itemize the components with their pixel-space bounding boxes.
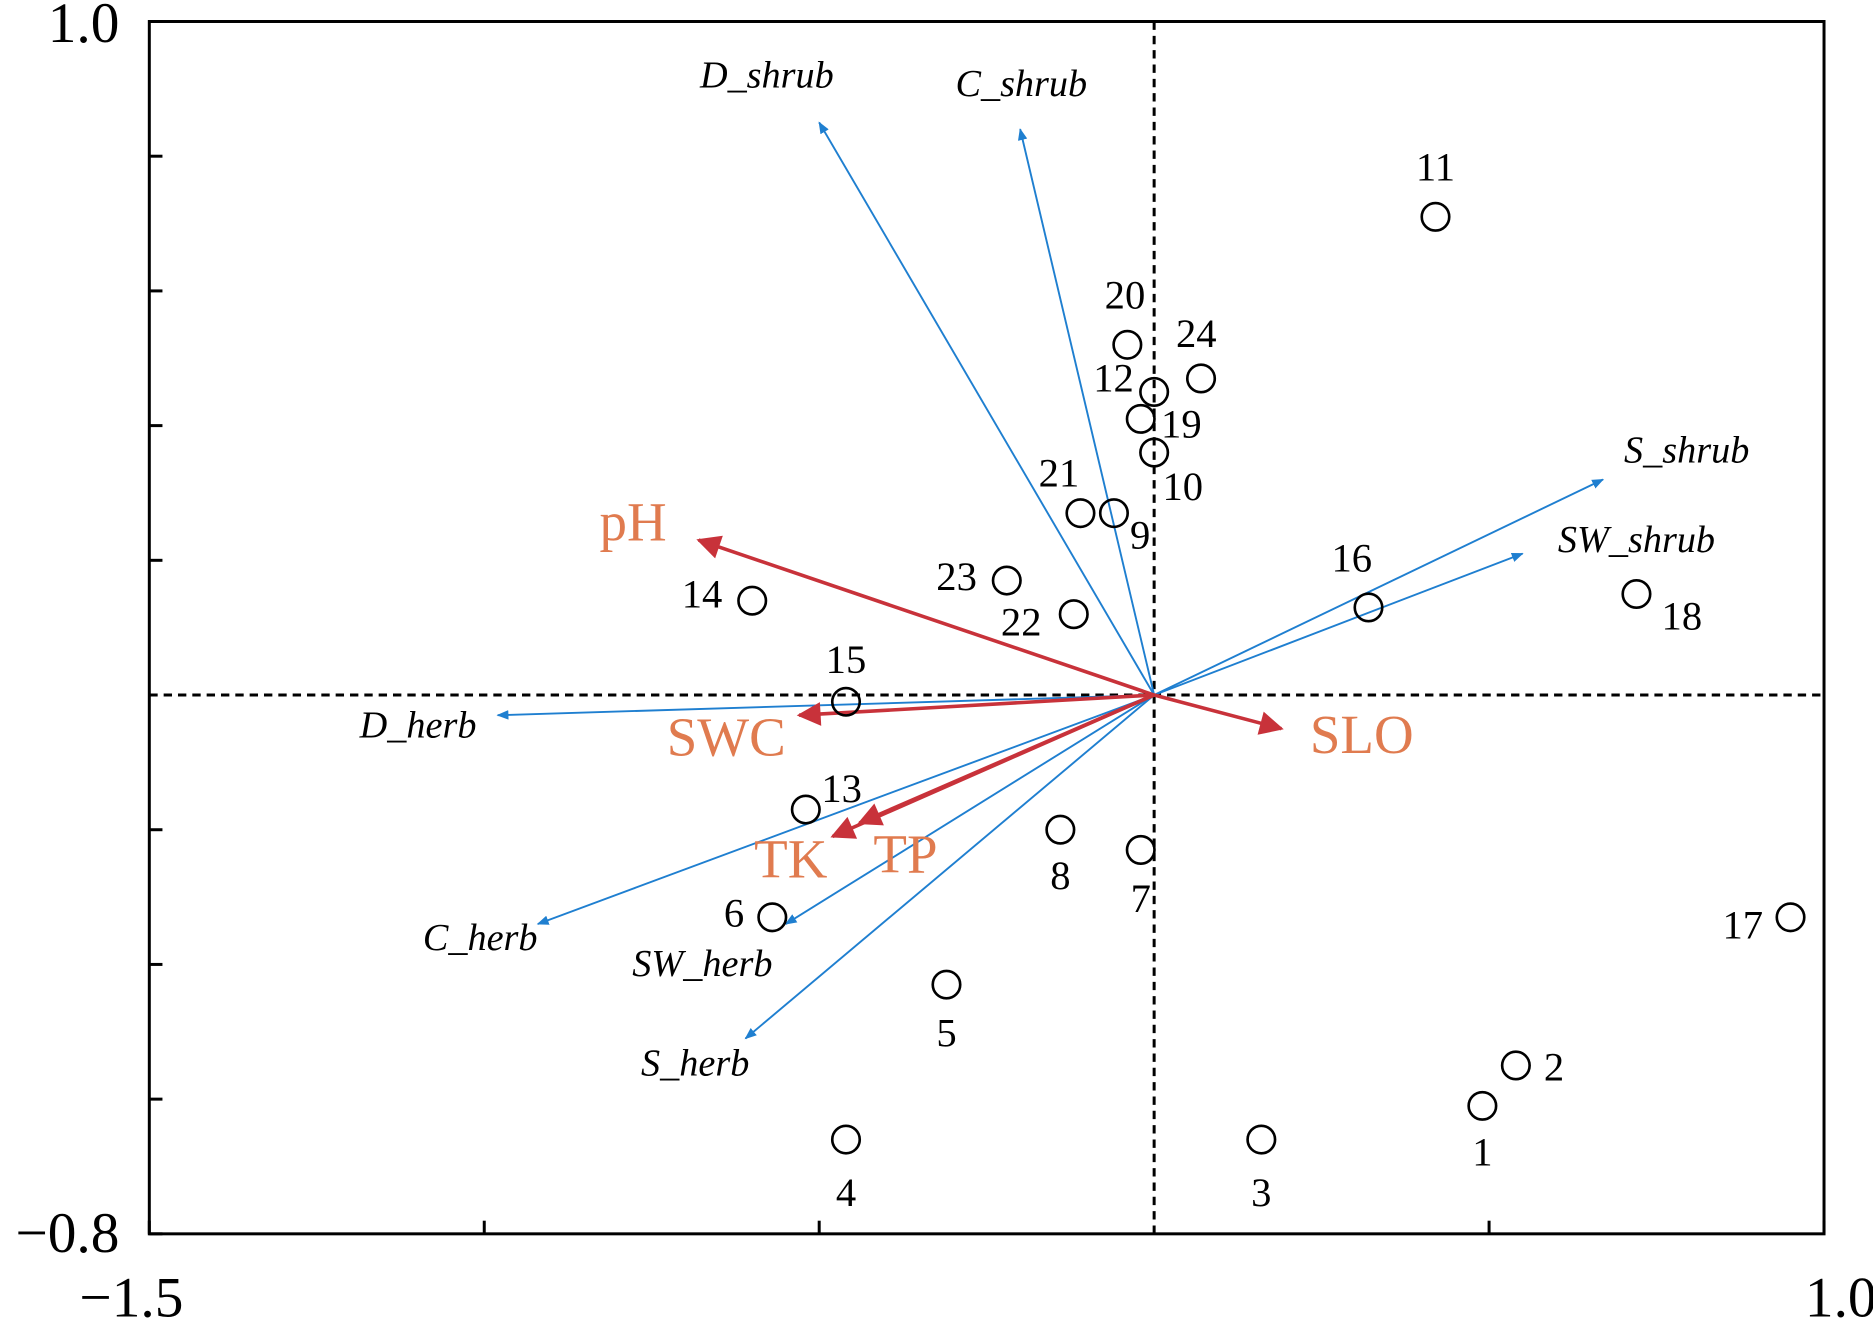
species-label: D_shrub — [699, 55, 834, 97]
site-label: 1 — [1472, 1129, 1492, 1174]
species-label: SW_shrub — [1558, 519, 1715, 561]
site-point — [757, 902, 788, 933]
site-label: 21 — [1039, 451, 1080, 496]
plot-frame — [147, 20, 1826, 1236]
site-label: 18 — [1662, 594, 1703, 639]
site-label: 9 — [1130, 513, 1150, 558]
site-point — [1467, 1090, 1498, 1121]
site-label: 3 — [1251, 1170, 1271, 1215]
site-point — [1246, 1124, 1277, 1155]
site-label: 16 — [1331, 535, 1372, 580]
site-label: 17 — [1722, 903, 1763, 948]
environment-label: SWC — [667, 707, 786, 768]
species-arrow — [1017, 128, 1156, 696]
site-label: 5 — [936, 1011, 956, 1056]
environment-arrow — [857, 693, 1155, 826]
site-point — [1420, 201, 1451, 232]
species-arrow — [536, 694, 1155, 925]
site-point — [1125, 834, 1156, 865]
site-point — [1353, 592, 1384, 623]
environment-arrow — [1153, 693, 1284, 735]
site-label: 2 — [1544, 1045, 1564, 1090]
species-label: C_herb — [423, 917, 538, 959]
species-arrow — [1153, 552, 1524, 696]
site-label: 24 — [1176, 311, 1217, 356]
site-label: 6 — [724, 891, 744, 936]
site-point — [931, 969, 962, 1000]
site-label: 23 — [936, 554, 977, 599]
environment-label: TP — [873, 824, 937, 885]
site-label: 15 — [826, 637, 867, 682]
site-point — [1185, 363, 1217, 394]
site-label: 19 — [1161, 402, 1202, 447]
x-tick-label: −1.5 — [79, 1266, 183, 1327]
environment-label: TK — [754, 828, 828, 889]
site-point — [1098, 498, 1129, 529]
site-point — [830, 686, 862, 717]
site-label: 14 — [682, 572, 723, 617]
site-point — [1621, 578, 1652, 610]
environment-arrow — [696, 535, 1155, 697]
site-point — [1125, 403, 1156, 434]
site-label: 8 — [1050, 853, 1070, 898]
y-tick-label: 1.0 — [48, 0, 120, 55]
site-point — [1139, 376, 1170, 407]
species-arrow — [784, 694, 1155, 925]
site-label: 20 — [1105, 273, 1146, 318]
site-point — [1065, 498, 1096, 529]
site-label: 4 — [836, 1170, 856, 1215]
site-point — [991, 565, 1022, 596]
site-point — [1139, 437, 1170, 468]
species-arrow — [818, 121, 1155, 696]
site-point — [1500, 1050, 1531, 1081]
species-arrow — [496, 694, 1155, 720]
site-label: 7 — [1131, 876, 1151, 921]
site-point — [1112, 329, 1143, 360]
site-label: 22 — [1001, 599, 1042, 644]
species-arrow — [1153, 478, 1605, 696]
site-point — [1058, 599, 1089, 630]
species-label: S_shrub — [1624, 430, 1749, 472]
x-tick-label: 1.0 — [1805, 1266, 1873, 1327]
y-tick-label: −0.8 — [15, 1202, 119, 1265]
site-point — [790, 794, 821, 825]
environment-arrow — [796, 693, 1155, 726]
site-label: 11 — [1416, 145, 1455, 190]
species-label: S_herb — [641, 1042, 749, 1084]
site-label: 10 — [1163, 464, 1204, 509]
environment-label: SLO — [1310, 704, 1414, 765]
species-arrow — [744, 694, 1155, 1040]
site-label: 12 — [1093, 356, 1134, 401]
site-point — [737, 585, 768, 616]
site-point — [1045, 814, 1076, 845]
site-point — [830, 1124, 862, 1155]
species-label: C_shrub — [955, 63, 1087, 105]
species-label: SW_herb — [632, 943, 772, 985]
site-point — [1775, 902, 1806, 933]
species-label: D_herb — [359, 704, 477, 746]
site-label: 13 — [821, 766, 862, 811]
environment-label: pH — [600, 492, 667, 553]
